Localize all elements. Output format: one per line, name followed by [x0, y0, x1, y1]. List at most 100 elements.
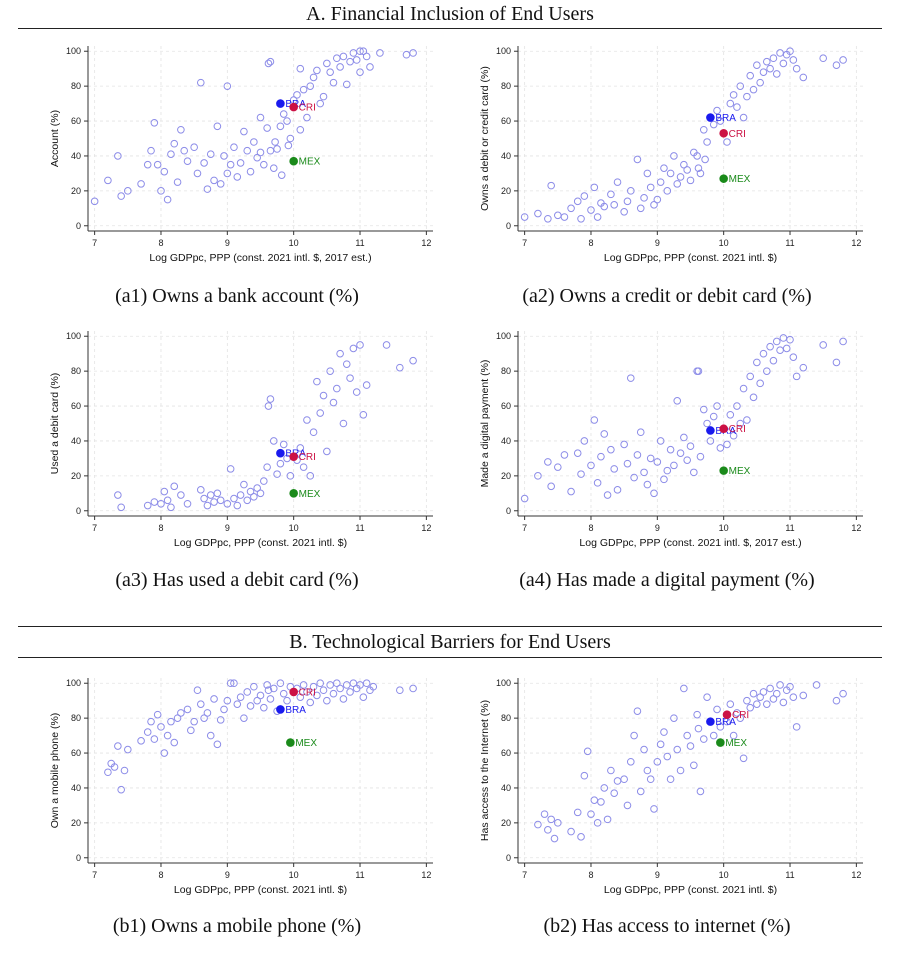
- scatter-point: [203, 709, 212, 717]
- scatter-point: [694, 164, 703, 172]
- scatter-point: [339, 52, 348, 61]
- scatter-point: [626, 757, 635, 766]
- scatter-point: [656, 178, 665, 186]
- scatter-point: [157, 723, 165, 731]
- x-tick-label: 12: [421, 870, 431, 880]
- scatter-point: [160, 749, 169, 757]
- chart-b1: 0 20 40 60 80 100 7 8 9 10 11 12 Log GDPpc, PPP (con…: [49, 678, 433, 896]
- scatter-point: [583, 747, 592, 756]
- scatter-point: [782, 344, 791, 353]
- scatter-point: [706, 437, 715, 445]
- scatter-point: [590, 796, 599, 804]
- scatter-point: [779, 698, 788, 707]
- scatter-point: [832, 696, 841, 705]
- scatter-point: [670, 152, 678, 160]
- scatter-point: [170, 738, 179, 747]
- x-tick-label: 11: [355, 238, 364, 248]
- scatter-point: [839, 689, 847, 698]
- x-tick-label: 7: [522, 870, 527, 880]
- highlight-point-mex: [289, 489, 298, 498]
- scatter-point: [240, 480, 248, 489]
- scatter-point: [640, 468, 648, 477]
- scatter-point: [623, 197, 632, 206]
- scatter-point: [263, 681, 271, 689]
- scatter-point: [736, 714, 745, 722]
- scatter-point: [160, 167, 169, 176]
- scatter-point: [124, 745, 132, 754]
- highlight-point-cri: [719, 128, 728, 138]
- scatter-point: [296, 693, 305, 701]
- scatter-point: [183, 499, 192, 508]
- scatter-point: [739, 384, 748, 393]
- scatter-point: [313, 377, 321, 386]
- scatter-point: [273, 470, 281, 478]
- scatter-point: [226, 465, 235, 473]
- scatter-point: [332, 54, 341, 63]
- scatter-point: [520, 213, 529, 221]
- scatter-point: [832, 61, 841, 69]
- scatter-point: [104, 768, 112, 777]
- scatter-point: [114, 491, 122, 499]
- scatter-point: [762, 367, 771, 375]
- scatter-point: [686, 742, 695, 750]
- x-tick-label: 7: [92, 523, 97, 533]
- section-b-rule-bottom: [18, 657, 882, 658]
- scatter-point: [203, 185, 212, 193]
- scatter-point: [200, 159, 208, 167]
- scatter-point: [326, 367, 334, 375]
- scatter-point: [746, 71, 755, 80]
- scatter-point: [117, 785, 125, 794]
- y-tick-label: 60: [71, 401, 81, 411]
- scatter-point: [299, 85, 308, 94]
- scatter-point: [776, 49, 784, 57]
- scatter-point: [680, 433, 688, 442]
- scatter-point: [693, 710, 701, 719]
- scatter-point: [319, 391, 328, 400]
- scatter-point: [653, 458, 662, 466]
- x-tick-label: 12: [851, 870, 861, 880]
- scatter-point: [567, 487, 575, 496]
- scatter-point: [147, 146, 155, 155]
- x-tick-label: 9: [655, 238, 660, 248]
- y-tick-label: 60: [501, 401, 511, 411]
- scatter-point: [256, 148, 265, 157]
- scatter-point: [762, 700, 771, 708]
- scatter-point: [789, 353, 798, 361]
- scatter-point: [230, 679, 238, 688]
- scatter-point: [597, 452, 605, 461]
- scatter-point: [137, 180, 145, 188]
- scatter-point: [739, 113, 748, 122]
- scatter-point: [177, 709, 185, 717]
- scatter-point: [396, 363, 404, 372]
- scatter-point: [703, 138, 711, 146]
- scatter-point: [326, 681, 334, 689]
- scatter-point: [544, 214, 552, 223]
- scatter-point: [776, 681, 784, 689]
- highlight-label-bra: BRA: [715, 717, 736, 728]
- scatter-point: [153, 160, 162, 169]
- scatter-point: [359, 693, 368, 701]
- scatter-point: [356, 68, 364, 76]
- scatter-point: [362, 52, 371, 61]
- scatter-point: [620, 440, 628, 449]
- highlight-point-mex: [289, 156, 298, 166]
- x-tick-label: 10: [289, 870, 299, 880]
- scatter-point: [313, 691, 321, 700]
- scatter-point: [190, 143, 198, 152]
- scatter-point: [683, 166, 691, 174]
- scatter-point: [167, 717, 175, 726]
- scatter-point: [729, 731, 738, 740]
- y-tick-label: 20: [71, 471, 81, 481]
- scatter-point: [749, 85, 758, 94]
- scatter-point: [776, 346, 784, 354]
- scatter-point: [309, 682, 318, 691]
- scatter-point: [610, 201, 619, 209]
- scatter-point: [210, 695, 218, 703]
- scatter-point: [339, 419, 348, 428]
- scatter-point: [273, 145, 281, 153]
- scatter-point: [163, 195, 172, 204]
- scatter-point: [402, 50, 411, 59]
- scatter-point: [319, 92, 328, 101]
- scatter-point: [623, 459, 632, 468]
- scatter-point: [613, 777, 622, 785]
